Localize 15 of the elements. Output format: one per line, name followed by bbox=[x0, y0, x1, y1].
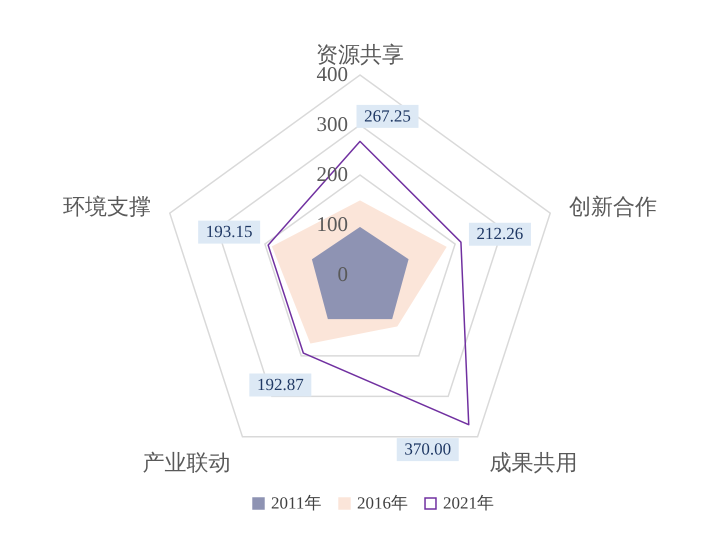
legend-label: 2011年 bbox=[271, 494, 322, 513]
spoke-label: 环境支撑 bbox=[62, 195, 151, 220]
y-tick-label: 0 bbox=[338, 262, 348, 286]
data-label: 193.15 bbox=[206, 222, 253, 242]
y-tick-label: 300 bbox=[316, 112, 348, 136]
data-label: 267.25 bbox=[364, 106, 411, 126]
legend-label: 2021年 bbox=[443, 494, 494, 513]
y-tick-label: 100 bbox=[316, 212, 348, 236]
legend-label: 2016年 bbox=[357, 494, 408, 513]
data-label: 192.87 bbox=[256, 375, 304, 394]
data-label: 370.00 bbox=[404, 440, 452, 459]
spoke-label: 产业联动 bbox=[142, 450, 231, 476]
spoke-label: 创新合作 bbox=[569, 195, 658, 220]
data-label: 212.26 bbox=[476, 224, 524, 244]
spoke-label: 成果共用 bbox=[489, 450, 578, 476]
